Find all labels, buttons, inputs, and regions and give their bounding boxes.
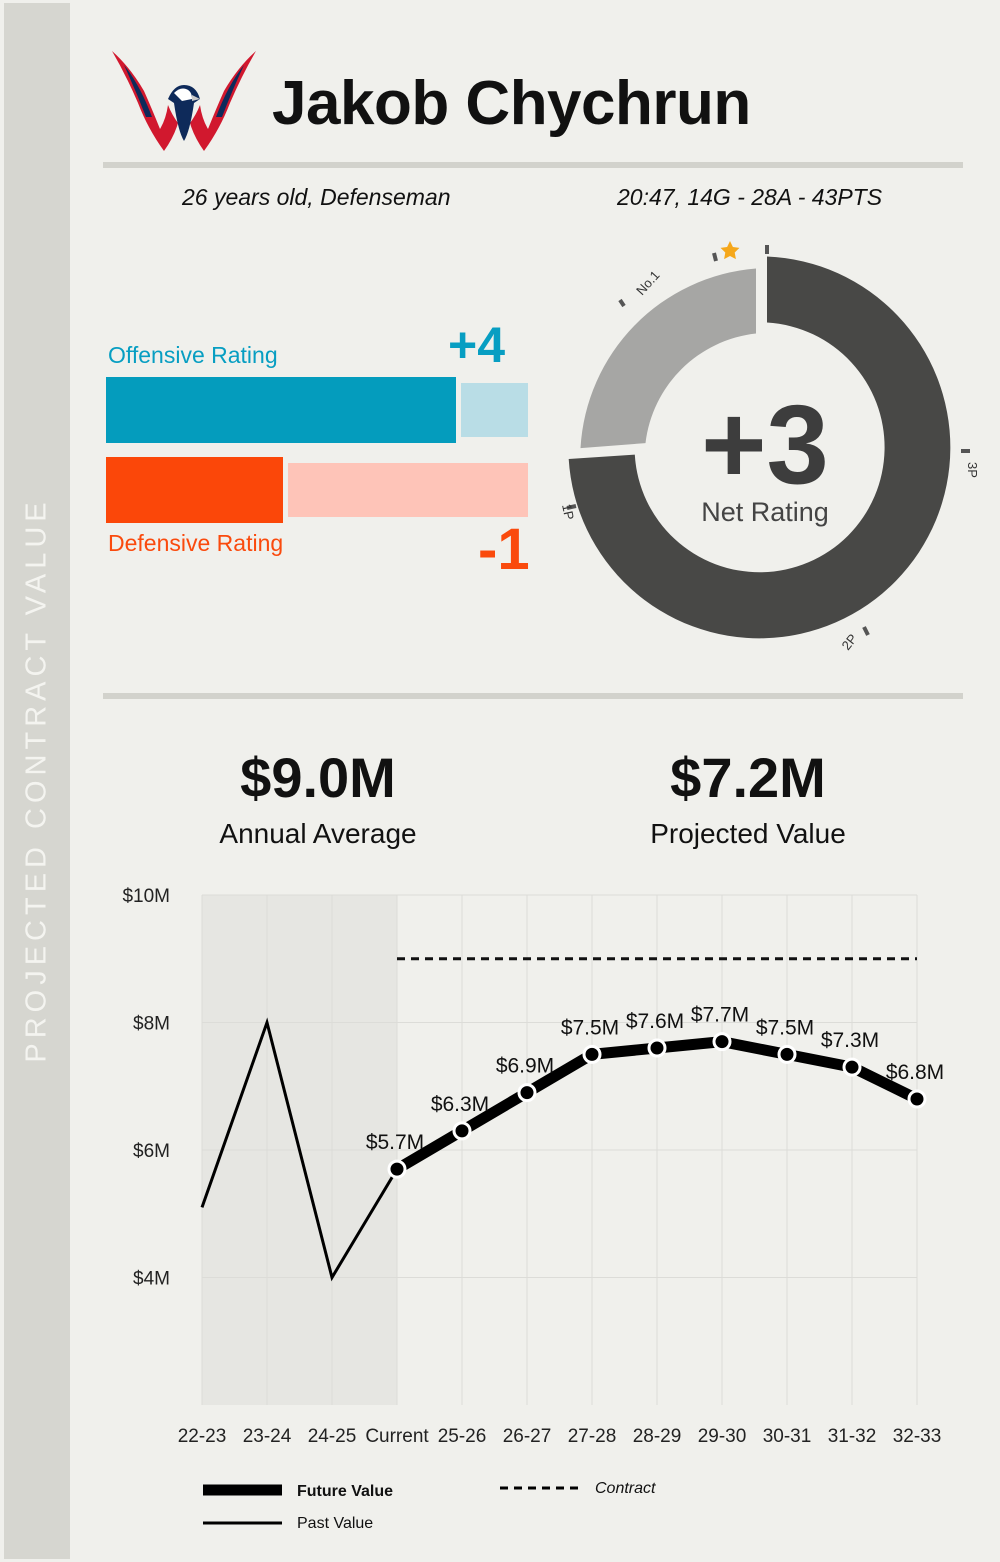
y-tick-label: $8M bbox=[133, 1014, 170, 1035]
future-value-label: $7.5M bbox=[756, 1016, 814, 1039]
team-logo bbox=[112, 51, 256, 151]
future-value-point bbox=[777, 1044, 797, 1064]
offensive-rating-bar bbox=[106, 377, 456, 443]
x-tick-label: 24-25 bbox=[308, 1426, 357, 1447]
x-tick-label: 23-24 bbox=[243, 1426, 292, 1447]
future-value-label: $6.3M bbox=[431, 1093, 489, 1116]
defensive-rating-label: Defensive Rating bbox=[108, 530, 284, 556]
offensive-rating-value: +4 bbox=[448, 317, 506, 373]
x-tick-label: 26-27 bbox=[503, 1426, 552, 1447]
future-value-point bbox=[452, 1121, 472, 1141]
tick-2p bbox=[862, 626, 870, 636]
future-value-point bbox=[387, 1159, 407, 1179]
offensive-rating-remainder bbox=[461, 383, 528, 437]
future-value-point bbox=[582, 1044, 602, 1064]
defensive-rating-bar bbox=[106, 457, 283, 523]
y-tick-label: $4M bbox=[133, 1269, 170, 1290]
player-stats: 20:47, 14G - 28A - 43PTS bbox=[617, 184, 883, 210]
donut-remaining-arc bbox=[580, 268, 756, 449]
past-value-line bbox=[200, 1017, 399, 1282]
x-tick-label: 22-23 bbox=[178, 1426, 227, 1447]
player-info: 26 years old, Defenseman bbox=[182, 184, 451, 210]
legend-label-past: Past Value bbox=[297, 1515, 373, 1532]
future-value-point bbox=[712, 1032, 732, 1052]
defensive-rating-value: -1 bbox=[478, 517, 530, 582]
x-tick-label: 27-28 bbox=[568, 1426, 617, 1447]
future-value-label: $7.6M bbox=[626, 1010, 684, 1033]
future-value-point bbox=[907, 1089, 927, 1109]
y-tick-label: $10M bbox=[122, 886, 170, 907]
x-tick-label: 32-33 bbox=[893, 1426, 942, 1447]
future-value-point bbox=[842, 1057, 862, 1077]
y-tick-label: $6M bbox=[133, 1141, 170, 1162]
offensive-rating-label: Offensive Rating bbox=[108, 342, 278, 368]
contract-value-chart: 22-23 23-24 24-25 Current 25-26 26-27 27-28 28-… bbox=[122, 886, 944, 1447]
tick-label-3p: 3P bbox=[965, 462, 980, 478]
projected-value: $7.2M bbox=[670, 746, 826, 809]
future-value-point bbox=[647, 1038, 667, 1058]
defensive-rating-remainder bbox=[288, 463, 528, 517]
future-value-point bbox=[517, 1083, 537, 1103]
player-name: Jakob Chychrun bbox=[272, 69, 751, 138]
net-rating-donut: No.1 1P 2P 3P bbox=[559, 241, 980, 653]
donut-filled-arc bbox=[568, 256, 951, 639]
net-rating-value: +3 bbox=[701, 382, 829, 507]
tick-label-1p: 1P bbox=[559, 503, 577, 522]
future-value-label: $6.8M bbox=[886, 1061, 944, 1084]
x-tick-label: 30-31 bbox=[763, 1426, 812, 1447]
x-tick-label: 31-32 bbox=[828, 1426, 877, 1447]
star-icon bbox=[720, 241, 740, 260]
divider-top bbox=[103, 162, 963, 168]
future-value-label: $6.9M bbox=[496, 1055, 554, 1078]
divider-middle bbox=[103, 693, 963, 699]
tick-1p bbox=[566, 504, 577, 510]
tick-no1 bbox=[618, 298, 626, 308]
net-rating-label: Net Rating bbox=[701, 497, 829, 527]
legend-label-contract: Contract bbox=[595, 1480, 656, 1497]
future-value-label: $7.7M bbox=[691, 1004, 749, 1027]
annual-average-label: Annual Average bbox=[219, 818, 417, 849]
tick-label-2p: 2P bbox=[839, 631, 861, 653]
future-value-label: $7.3M bbox=[821, 1029, 879, 1052]
legend-label-future: Future Value bbox=[297, 1483, 393, 1500]
tick-label-no1: No.1 bbox=[633, 268, 663, 298]
chart-legend: Future Value Contract Past Value bbox=[203, 1480, 656, 1532]
x-tick-label: 29-30 bbox=[698, 1426, 747, 1447]
x-tick-label: 28-29 bbox=[633, 1426, 682, 1447]
side-band bbox=[4, 3, 70, 1559]
x-tick-label: Current bbox=[365, 1426, 429, 1447]
annual-average-value: $9.0M bbox=[240, 746, 396, 809]
future-value-label: $7.5M bbox=[561, 1016, 619, 1039]
tick-star bbox=[712, 252, 718, 262]
future-value-label: $5.7M bbox=[366, 1131, 424, 1154]
projected-value-label: Projected Value bbox=[650, 818, 846, 849]
x-tick-label: 25-26 bbox=[438, 1426, 487, 1447]
